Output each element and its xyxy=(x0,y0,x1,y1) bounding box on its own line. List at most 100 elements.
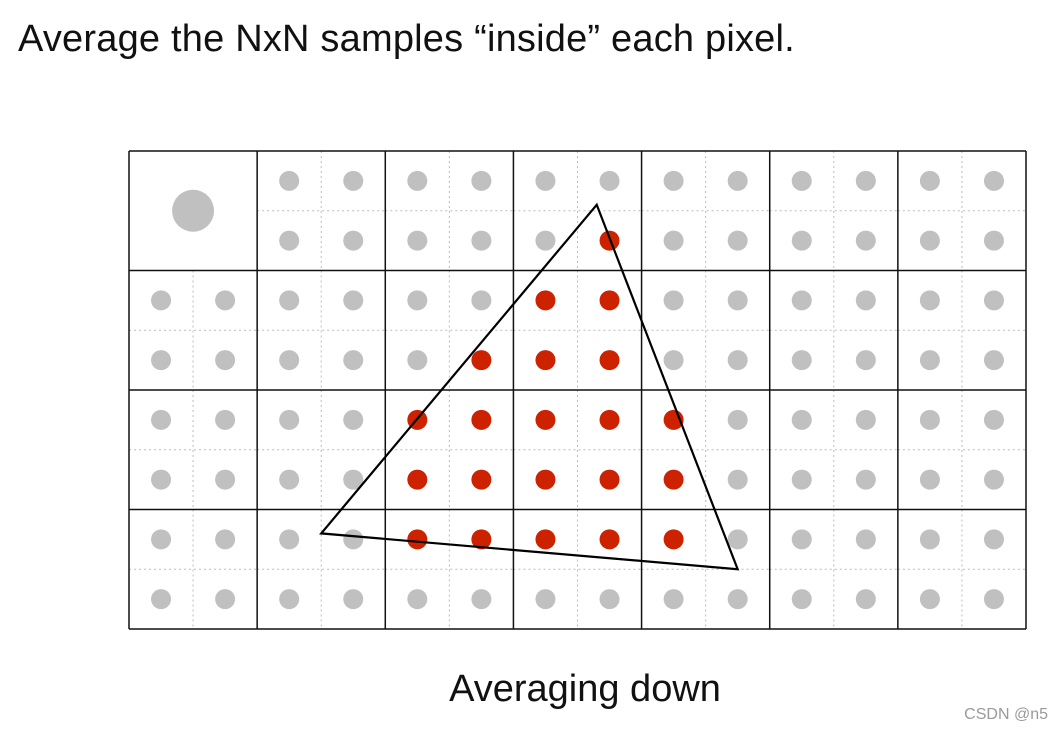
sample-point xyxy=(343,409,364,430)
sample-point xyxy=(791,589,812,610)
sample-point xyxy=(983,350,1004,371)
sample-point xyxy=(471,589,492,610)
sample-point xyxy=(279,589,300,610)
sample-point-covered xyxy=(599,350,620,371)
sample-point-covered xyxy=(535,290,556,311)
sample-point xyxy=(663,350,684,371)
sample-point-covered xyxy=(599,409,620,430)
sample-point xyxy=(727,290,748,311)
sample-point xyxy=(727,350,748,371)
sample-point-covered xyxy=(535,350,556,371)
sample-point xyxy=(663,589,684,610)
sample-point xyxy=(791,350,812,371)
sample-point xyxy=(471,290,492,311)
sample-point xyxy=(983,529,1004,550)
sample-point xyxy=(535,170,556,191)
sample-point xyxy=(407,230,428,251)
sample-point xyxy=(983,469,1004,490)
sample-point xyxy=(919,170,940,191)
sample-point-covered xyxy=(471,469,492,490)
sample-point xyxy=(791,469,812,490)
sample-point xyxy=(151,350,172,371)
triangle xyxy=(319,202,740,571)
sample-point xyxy=(663,170,684,191)
sample-point-covered xyxy=(663,529,684,550)
sample-point xyxy=(215,529,236,550)
sample-point xyxy=(919,589,940,610)
sample-point xyxy=(855,469,876,490)
sample-point xyxy=(855,529,876,550)
sample-point-covered xyxy=(599,469,620,490)
sample-point xyxy=(727,529,748,550)
sample-point xyxy=(343,469,364,490)
sample-point xyxy=(215,409,236,430)
sample-point xyxy=(279,230,300,251)
averaged-pixel xyxy=(172,189,215,232)
sample-point xyxy=(279,290,300,311)
sample-point-covered xyxy=(535,409,556,430)
sample-point-covered xyxy=(663,469,684,490)
subsample-grid-lines xyxy=(129,151,1026,629)
sample-point xyxy=(215,589,236,610)
sample-point xyxy=(471,170,492,191)
sample-point xyxy=(919,529,940,550)
sample-point xyxy=(151,469,172,490)
sample-point xyxy=(407,170,428,191)
sample-point xyxy=(151,529,172,550)
sample-point xyxy=(663,230,684,251)
sample-point xyxy=(343,529,364,550)
sample-point xyxy=(215,469,236,490)
sample-point xyxy=(855,290,876,311)
sample-point xyxy=(343,170,364,191)
sample-point xyxy=(983,409,1004,430)
sample-point-covered xyxy=(535,529,556,550)
sample-point xyxy=(343,230,364,251)
page-heading: Average the NxN samples “inside” each pi… xyxy=(18,18,795,60)
sample-point xyxy=(215,290,236,311)
sample-point xyxy=(791,290,812,311)
sample-point-covered xyxy=(407,469,428,490)
sample-point xyxy=(535,230,556,251)
sample-point xyxy=(791,409,812,430)
triangle-outline xyxy=(319,202,740,571)
sample-point xyxy=(343,589,364,610)
pixel-grid-lines xyxy=(128,150,1027,630)
sample-point xyxy=(919,350,940,371)
sample-point xyxy=(151,409,172,430)
sample-point xyxy=(407,350,428,371)
sample-point xyxy=(791,230,812,251)
sample-point xyxy=(343,350,364,371)
sample-point xyxy=(151,589,172,610)
sample-point xyxy=(727,589,748,610)
sample-point xyxy=(343,290,364,311)
sample-point xyxy=(727,230,748,251)
sample-point-covered xyxy=(535,469,556,490)
sample-point xyxy=(599,589,620,610)
sample-point xyxy=(983,589,1004,610)
watermark: CSDN @n5 xyxy=(964,706,1048,723)
sample-point xyxy=(407,290,428,311)
sample-point xyxy=(727,469,748,490)
sample-point xyxy=(919,469,940,490)
averaged-pixel-dot xyxy=(172,189,215,232)
sample-point xyxy=(855,589,876,610)
sample-points xyxy=(151,170,1004,610)
sample-point xyxy=(535,589,556,610)
sample-point xyxy=(599,170,620,191)
sample-point xyxy=(855,409,876,430)
sample-point xyxy=(151,290,172,311)
diagram-caption: Averaging down xyxy=(449,668,721,710)
sample-point xyxy=(855,170,876,191)
sample-point xyxy=(983,170,1004,191)
sample-point xyxy=(663,290,684,311)
sample-point xyxy=(407,589,428,610)
sample-point xyxy=(727,170,748,191)
sample-point xyxy=(215,350,236,371)
sample-point xyxy=(279,529,300,550)
sample-point-covered xyxy=(599,290,620,311)
sample-point xyxy=(919,290,940,311)
sample-point xyxy=(919,230,940,251)
sample-point xyxy=(471,230,492,251)
sample-point-covered xyxy=(471,529,492,550)
